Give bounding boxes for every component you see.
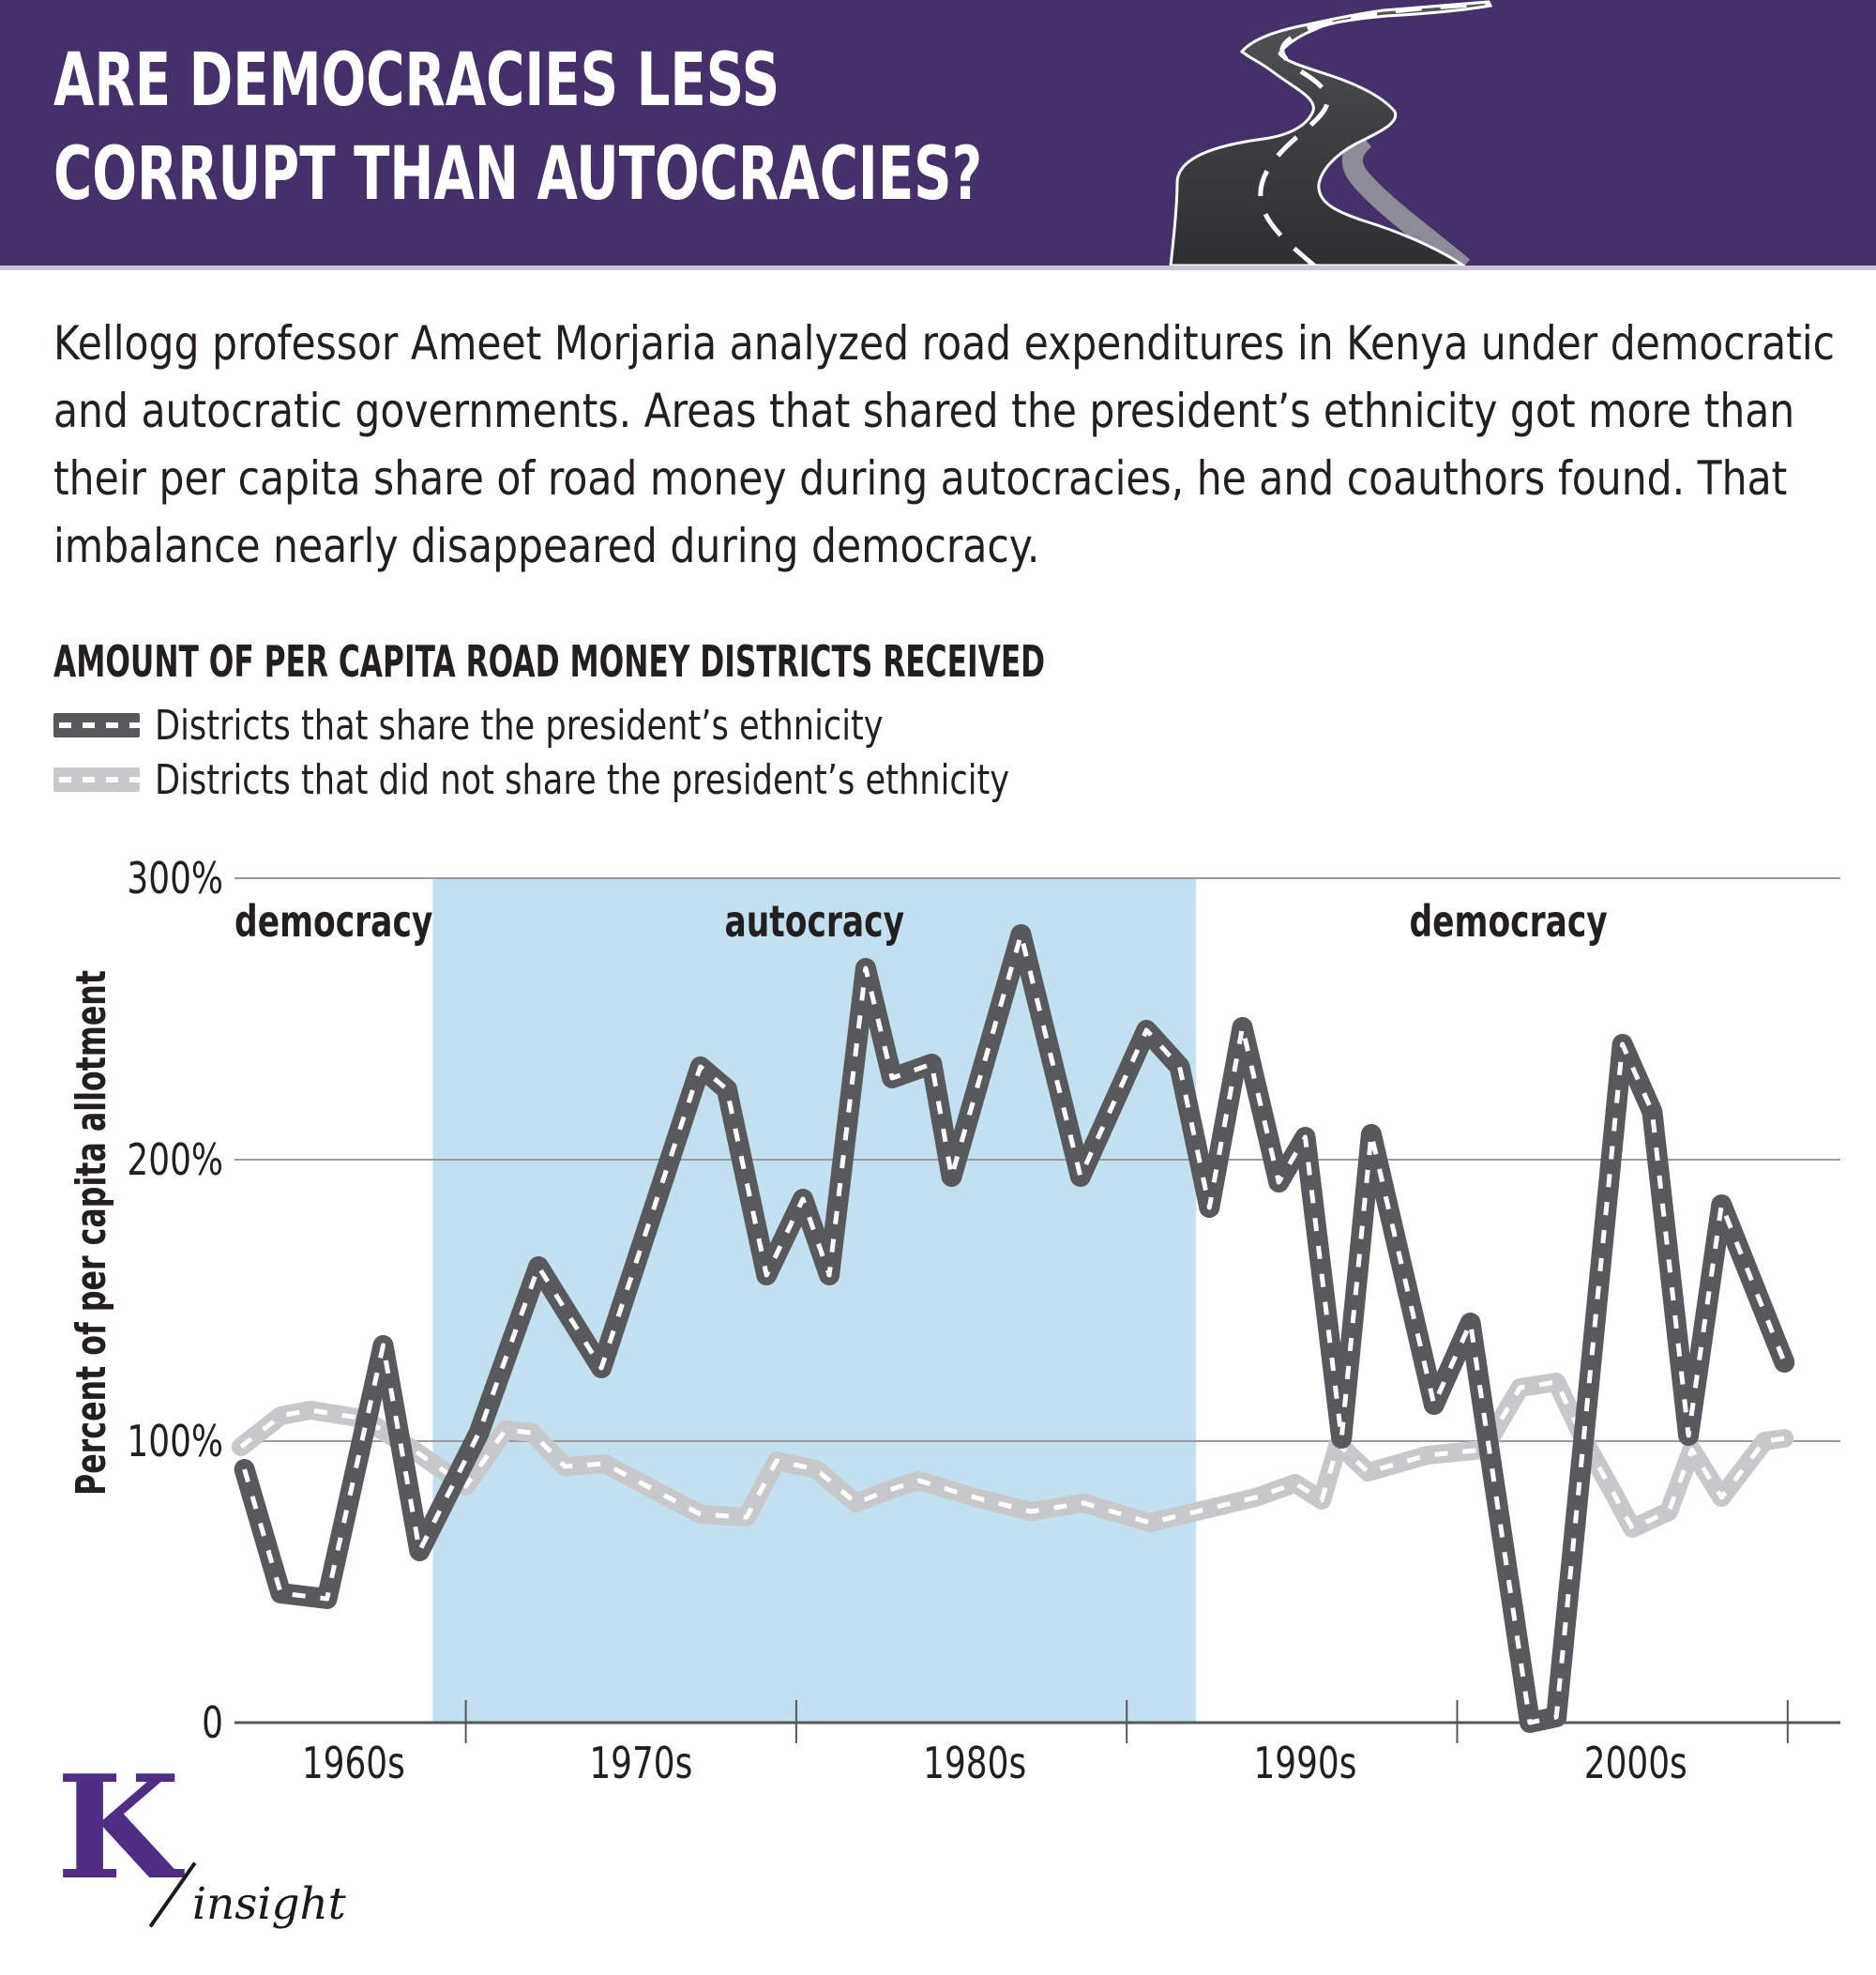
noncoethnic-districts-centerline: [239, 1379, 1785, 1531]
page-title-line2: CORRUPT THAN AUTOCRACIES?: [53, 132, 983, 217]
intro-paragraph: Kellogg professor Ameet Morjaria analyze…: [53, 310, 1835, 580]
x-tick-label-1960s: 1960s: [302, 1739, 405, 1787]
chart-title: AMOUNT OF PER CAPITA ROAD MONEY DISTRICT…: [53, 636, 1046, 687]
region-label-autocracy: autocracy: [724, 896, 904, 947]
y-tick-label: 300%: [127, 854, 223, 904]
intro-line: imbalance nearly disappeared during demo…: [53, 519, 1040, 573]
y-tick-label: 100%: [127, 1417, 223, 1467]
y-tick-label: 200%: [127, 1135, 223, 1186]
x-tick-label-1990s: 1990s: [1253, 1739, 1356, 1787]
coethnic-road-swatch-icon: [53, 713, 140, 737]
chart-legend: Districts that share the president’s eth…: [53, 698, 1223, 807]
intro-line: their per capita share of road money dur…: [53, 451, 1788, 506]
legend-item-noncoethnic: Districts that did not share the preside…: [53, 752, 1223, 807]
noncoethnic-road-swatch-icon: [53, 767, 140, 792]
region-label-democracy: democracy: [234, 896, 432, 947]
legend-item-coethnic: Districts that share the president’s eth…: [53, 698, 1223, 752]
legend-label-coethnic: Districts that share the president’s eth…: [155, 701, 884, 750]
kellogg-k-logo: K: [56, 1743, 181, 1911]
page-title: ARE DEMOCRACIES LESS CORRUPT THAN AUTOCR…: [53, 34, 982, 221]
intro-line: and autocratic governments. Areas that s…: [53, 384, 1795, 438]
y-axis-title: Percent of per capita allotment: [68, 970, 116, 1496]
x-tick-label-1970s: 1970s: [589, 1739, 692, 1787]
header-banner: ARE DEMOCRACIES LESS CORRUPT THAN AUTOCR…: [0, 0, 1876, 270]
road-centerline: [1258, 1, 1490, 266]
x-tick-label-1980s: 1980s: [923, 1739, 1026, 1787]
road-shadow: [1341, 130, 1471, 266]
legend-label-noncoethnic: Districts that did not share the preside…: [155, 755, 1010, 804]
y-tick-label: 0: [202, 1698, 223, 1749]
logo-insight-wordmark: insight: [192, 1878, 346, 1930]
winding-road-illustration: [1169, 0, 1493, 266]
intro-line: Kellogg professor Ameet Morjaria analyze…: [53, 316, 1836, 371]
coethnic-districts-centerline: [242, 932, 1787, 1725]
page-title-line1: ARE DEMOCRACIES LESS: [53, 38, 780, 123]
road-surface: [1169, 0, 1493, 266]
region-label-democracy: democracy: [1409, 896, 1607, 947]
x-tick-label-2000s: 2000s: [1584, 1739, 1687, 1787]
road-money-line-chart: 300% 200% 100% 0 1960s 1970s 1980s 1990s 2000s de…: [68, 854, 1840, 1787]
autocracy-shaded-region: [432, 878, 1197, 1723]
